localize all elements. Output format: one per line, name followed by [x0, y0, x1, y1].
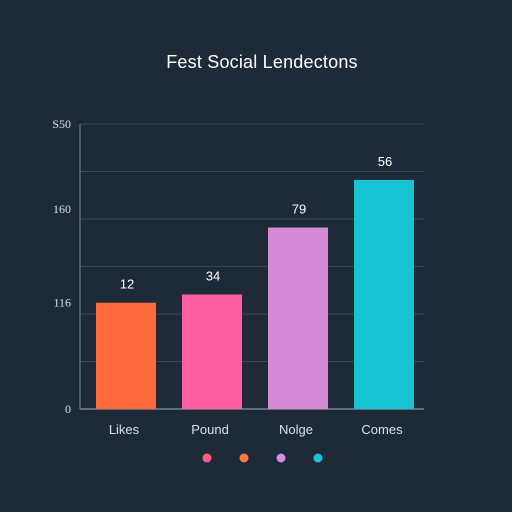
y-tick-label: 160: [53, 202, 71, 216]
y-tick-label: 116: [53, 296, 71, 310]
bar-pound: [182, 294, 242, 409]
labels: 0 116 160 S50 12 Likes 34 Pound 79 Nolge 56 Comes: [52, 117, 403, 437]
legend-dot: [276, 453, 286, 463]
chart-title: Fest Social Lendectons: [166, 52, 358, 72]
category-label: Nolge: [279, 422, 313, 437]
category-label: Pound: [191, 422, 229, 437]
bar-nolge: [268, 227, 328, 409]
value-label: 34: [206, 268, 220, 283]
value-label: 79: [292, 202, 306, 217]
bar-comes: [354, 179, 414, 409]
value-label: 12: [120, 277, 134, 292]
category-label: Likes: [109, 422, 140, 437]
legend-dot: [239, 453, 249, 463]
value-label: 56: [378, 154, 392, 169]
legend-dot: [202, 453, 212, 463]
legend-dot: [313, 453, 323, 463]
bar-likes: [96, 302, 156, 409]
y-tick-label: S50: [52, 117, 71, 131]
y-tick-label: 0: [65, 402, 71, 416]
bars: [96, 179, 414, 409]
legend: [202, 453, 323, 463]
category-label: Comes: [361, 422, 403, 437]
